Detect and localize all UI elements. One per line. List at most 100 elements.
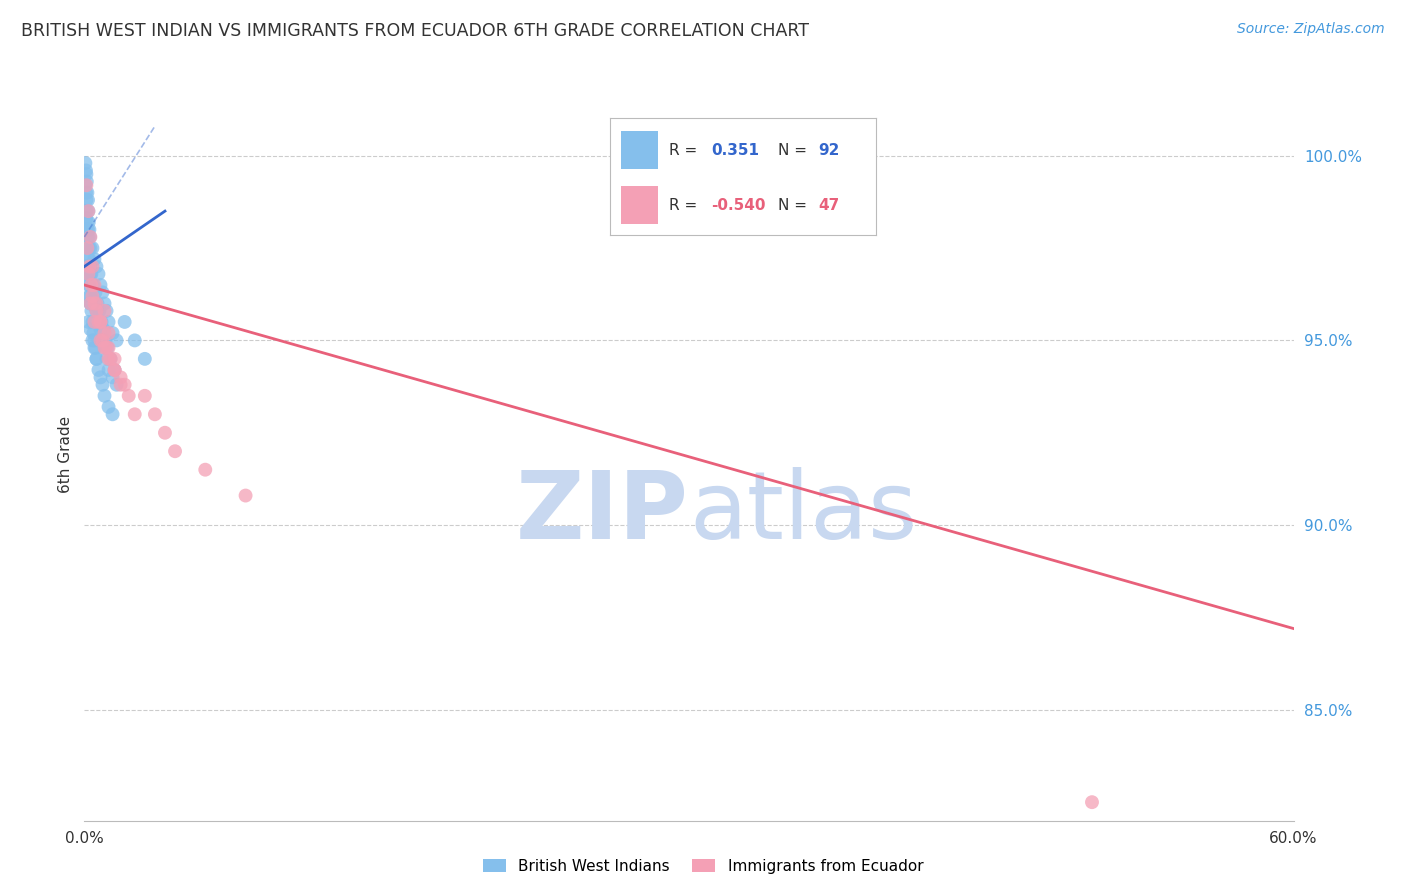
Point	[77, 193, 100, 207]
Point	[80, 303, 103, 318]
Point	[77, 241, 100, 255]
Point	[87, 315, 110, 329]
Point	[83, 296, 105, 310]
Point	[93, 341, 115, 355]
Point	[89, 370, 111, 384]
Point	[104, 351, 127, 366]
Point	[82, 289, 104, 303]
Point	[93, 389, 115, 403]
Point	[104, 363, 127, 377]
Text: BRITISH WEST INDIAN VS IMMIGRANTS FROM ECUADOR 6TH GRADE CORRELATION CHART: BRITISH WEST INDIAN VS IMMIGRANTS FROM E…	[21, 22, 808, 40]
Point	[76, 241, 98, 255]
Point	[76, 241, 98, 255]
Point	[97, 341, 120, 355]
Point	[75, 204, 97, 219]
Point	[79, 222, 101, 236]
Point	[83, 277, 105, 292]
Text: 92: 92	[818, 143, 839, 158]
Point	[83, 341, 105, 355]
Point	[87, 363, 110, 377]
Legend: British West Indians, Immigrants from Ecuador: British West Indians, Immigrants from Ec…	[477, 853, 929, 880]
Point	[76, 204, 98, 219]
Point	[94, 334, 117, 348]
Point	[101, 370, 124, 384]
Point	[89, 334, 111, 348]
Point	[77, 315, 100, 329]
Point	[86, 260, 108, 274]
Point	[79, 252, 101, 267]
Point	[110, 370, 132, 384]
Point	[86, 351, 108, 366]
Point	[124, 407, 146, 421]
Point	[76, 215, 98, 229]
Point	[153, 425, 176, 440]
Point	[82, 289, 104, 303]
Point	[77, 252, 100, 267]
Point	[93, 326, 115, 340]
Point	[124, 334, 146, 348]
Point	[118, 389, 141, 403]
Point	[114, 377, 136, 392]
Point	[79, 230, 101, 244]
Point	[79, 289, 101, 303]
Point	[91, 377, 114, 392]
Point	[83, 296, 105, 310]
Point	[97, 400, 120, 414]
Text: R =: R =	[669, 197, 697, 212]
Point	[79, 296, 101, 310]
Point	[101, 326, 124, 340]
Point	[83, 315, 105, 329]
Point	[96, 341, 118, 355]
Point	[76, 230, 98, 244]
Point	[82, 277, 104, 292]
Point	[110, 377, 132, 392]
Point	[104, 363, 127, 377]
Point	[76, 186, 98, 200]
Point	[75, 178, 97, 193]
Point	[77, 260, 100, 274]
Point	[91, 334, 114, 348]
Text: R =: R =	[669, 143, 697, 158]
Point	[82, 260, 104, 274]
Point	[75, 156, 97, 170]
Point	[86, 296, 108, 310]
Point	[91, 334, 114, 348]
Point	[89, 303, 111, 318]
Point	[134, 389, 156, 403]
Point	[100, 351, 122, 366]
Point	[97, 326, 120, 340]
Point	[93, 341, 115, 355]
Point	[235, 489, 257, 503]
Point	[143, 407, 166, 421]
Point	[75, 260, 97, 274]
Point	[79, 296, 101, 310]
Point	[75, 186, 97, 200]
Point	[75, 163, 97, 178]
Point	[79, 230, 101, 244]
Point	[76, 175, 98, 189]
Point	[97, 351, 120, 366]
Point	[77, 277, 100, 292]
Point	[87, 315, 110, 329]
Point	[97, 363, 120, 377]
Point	[89, 277, 111, 292]
Text: 0.351: 0.351	[711, 143, 759, 158]
Point	[84, 341, 107, 355]
Point	[82, 315, 104, 329]
Point	[77, 215, 100, 229]
Point	[79, 277, 101, 292]
Point	[101, 407, 124, 421]
Point	[79, 322, 101, 336]
Point	[86, 303, 108, 318]
Point	[93, 303, 115, 318]
Text: -0.540: -0.540	[711, 197, 766, 212]
Point	[79, 260, 101, 274]
Point	[96, 303, 118, 318]
Text: atlas: atlas	[689, 467, 917, 559]
Point	[114, 315, 136, 329]
Point	[1081, 795, 1104, 809]
Point	[86, 303, 108, 318]
Point	[97, 315, 120, 329]
Point	[83, 252, 105, 267]
Point	[83, 334, 105, 348]
